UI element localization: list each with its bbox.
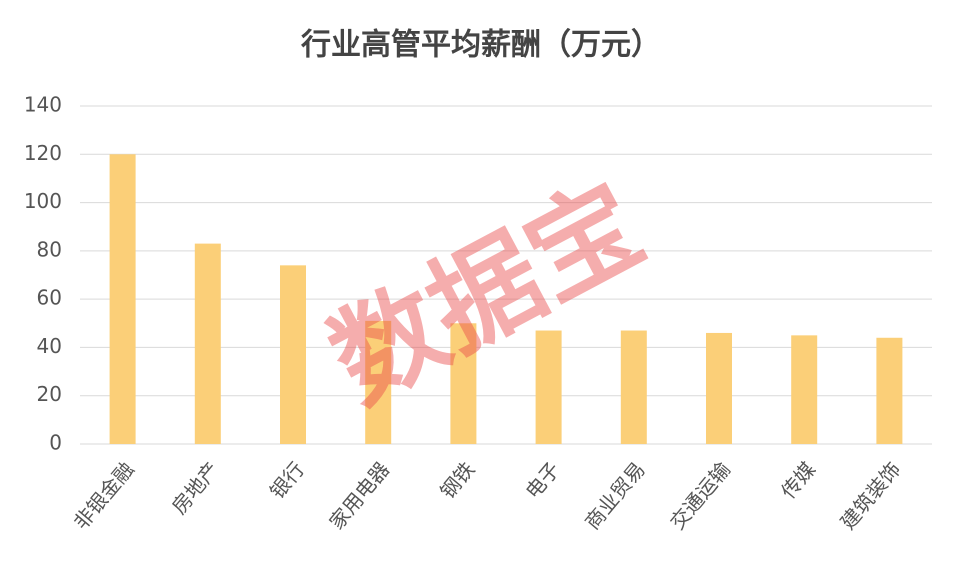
y-tick-label: 20	[37, 382, 62, 406]
x-tick-label: 商业贸易	[580, 457, 650, 534]
x-tick-label: 家用电器	[324, 457, 394, 534]
bar	[365, 320, 392, 444]
bar	[450, 323, 477, 444]
x-tick-label: 建筑装饰	[836, 457, 906, 534]
chart-title: 行业高管平均薪酬（万元）	[300, 28, 661, 63]
x-tick-label: 交通运输	[665, 457, 735, 534]
bar	[535, 330, 562, 444]
watermark: 数据宝	[311, 159, 662, 427]
y-tick-label: 40	[37, 334, 62, 358]
y-tick-label: 140	[24, 93, 62, 117]
bar	[109, 154, 136, 445]
y-tick-label: 0	[49, 431, 62, 455]
x-tick-label: 银行	[265, 457, 309, 503]
bar	[791, 335, 818, 444]
bar	[620, 330, 647, 444]
bar	[280, 265, 306, 444]
x-tick-label: 钢铁	[435, 457, 479, 503]
y-tick-label: 80	[37, 237, 62, 261]
x-tick-label: 非银金融	[69, 457, 139, 534]
y-tick-label: 60	[37, 286, 62, 310]
x-tick-label: 房地产	[167, 457, 224, 518]
x-tick-label: 电子	[521, 457, 565, 503]
y-tick-label: 120	[24, 141, 62, 165]
bar	[194, 243, 221, 444]
x-tick-label: 传媒	[776, 457, 820, 503]
bar	[876, 337, 903, 444]
y-tick-label: 100	[24, 189, 62, 213]
bar	[706, 332, 732, 444]
